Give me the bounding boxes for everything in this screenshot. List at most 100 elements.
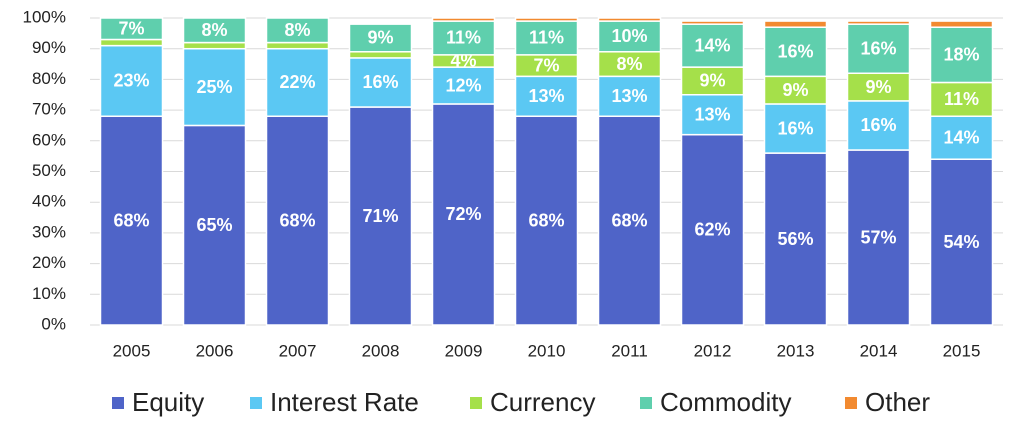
x-tick-label: 2009 xyxy=(445,341,483,360)
data-label: 65% xyxy=(196,215,232,235)
data-label: 14% xyxy=(943,127,979,147)
bar-segment xyxy=(597,17,662,22)
x-tick-label: 2008 xyxy=(362,341,400,360)
bar-segment xyxy=(265,17,330,44)
y-tick-label: 10% xyxy=(32,284,66,303)
bar-segment xyxy=(348,23,413,53)
data-label: 16% xyxy=(860,38,896,58)
x-tick-label: 2012 xyxy=(694,341,732,360)
data-label: 4% xyxy=(450,51,476,71)
bar-segment xyxy=(929,81,994,117)
x-tick-label: 2014 xyxy=(860,341,898,360)
data-label: 7% xyxy=(533,55,559,75)
bar-segment xyxy=(99,115,164,326)
x-tick-label: 2011 xyxy=(611,341,648,360)
bar-segment xyxy=(680,133,745,326)
y-tick-label: 70% xyxy=(32,100,66,119)
legend-label: Currency xyxy=(490,387,595,417)
bar-segment xyxy=(514,17,579,22)
bar-segment xyxy=(763,103,828,154)
data-label: 7% xyxy=(118,18,144,38)
bar-segment xyxy=(265,115,330,326)
data-label: 13% xyxy=(694,104,730,124)
data-label: 11% xyxy=(944,89,979,109)
y-tick-label: 90% xyxy=(32,38,66,57)
bar-segment xyxy=(348,106,413,326)
data-label: 68% xyxy=(611,210,647,230)
bar-segment xyxy=(99,38,164,47)
bar-segment xyxy=(182,17,247,44)
bar-segment xyxy=(265,47,330,117)
data-label: 9% xyxy=(699,71,725,91)
bar-segment xyxy=(182,47,247,127)
legend-label: Commodity xyxy=(660,387,791,417)
bar-segment xyxy=(929,26,994,84)
bar-segment xyxy=(182,41,247,50)
x-tick-label: 2015 xyxy=(943,341,981,360)
data-label: 71% xyxy=(362,206,398,226)
bar-segment xyxy=(763,26,828,78)
data-label: 25% xyxy=(196,77,232,97)
data-label: 11% xyxy=(446,28,481,48)
data-label: 72% xyxy=(445,204,481,224)
x-tick-label: 2006 xyxy=(196,341,234,360)
data-label: 13% xyxy=(528,86,564,106)
legend-label: Equity xyxy=(132,387,204,417)
legend-marker xyxy=(470,397,482,409)
bar-segment xyxy=(182,124,247,326)
legend-label: Interest Rate xyxy=(270,387,419,417)
bar-segment xyxy=(597,75,662,117)
bar-segment xyxy=(846,23,911,75)
data-label: 14% xyxy=(694,35,730,55)
bar-segment xyxy=(348,57,413,108)
bar-segment xyxy=(514,115,579,326)
data-label: 22% xyxy=(279,72,315,92)
data-label: 68% xyxy=(528,210,564,230)
x-tick-label: 2010 xyxy=(528,341,566,360)
y-tick-label: 40% xyxy=(32,192,66,211)
y-tick-label: 50% xyxy=(32,161,66,180)
legend-marker xyxy=(845,397,857,409)
legend-marker xyxy=(250,397,262,409)
bar-segment xyxy=(265,41,330,50)
data-label: 9% xyxy=(865,77,891,97)
data-label: 68% xyxy=(279,210,315,230)
y-tick-label: 60% xyxy=(32,130,66,149)
data-label: 8% xyxy=(616,54,642,74)
bar-segment xyxy=(680,94,745,136)
bar-segment xyxy=(99,44,164,117)
data-label: 16% xyxy=(860,115,896,135)
data-label: 16% xyxy=(362,72,398,92)
data-label: 9% xyxy=(782,80,808,100)
bar-segment xyxy=(348,51,413,59)
bar-segment xyxy=(846,20,911,25)
x-tick-label: 2013 xyxy=(777,341,815,360)
bar-segment xyxy=(431,20,496,56)
y-tick-label: 0% xyxy=(41,314,66,333)
bar-segment xyxy=(680,20,745,25)
data-label: 23% xyxy=(113,71,149,91)
data-label: 8% xyxy=(201,20,227,40)
data-label: 57% xyxy=(860,227,896,247)
y-tick-label: 20% xyxy=(32,253,66,272)
bar-segment xyxy=(431,17,496,22)
data-label: 11% xyxy=(529,28,564,48)
data-label: 8% xyxy=(284,20,310,40)
bar-segment xyxy=(680,66,745,96)
bar-segment xyxy=(597,115,662,326)
legend-label: Other xyxy=(865,387,930,417)
data-label: 56% xyxy=(777,229,813,249)
y-tick-label: 80% xyxy=(32,69,66,88)
y-tick-label: 30% xyxy=(32,222,66,241)
bar-segment xyxy=(431,103,496,326)
data-label: 13% xyxy=(611,86,647,106)
bar-segment xyxy=(597,51,662,78)
y-tick-label: 100% xyxy=(23,7,66,26)
bar-segment xyxy=(763,20,828,28)
data-label: 16% xyxy=(777,118,813,138)
data-label: 54% xyxy=(943,232,979,252)
data-label: 10% xyxy=(611,26,647,46)
data-label: 68% xyxy=(113,210,149,230)
bar-segment xyxy=(431,66,496,105)
